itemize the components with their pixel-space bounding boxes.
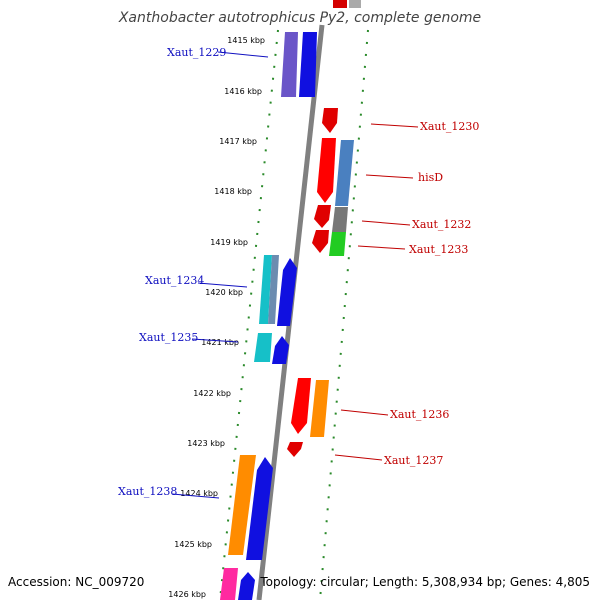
gene-xaut-1234[interactable] bbox=[259, 255, 297, 326]
gene-bottom-partial[interactable] bbox=[220, 568, 255, 600]
gene-xaut-1233[interactable] bbox=[312, 230, 346, 256]
ruler-tick-label: 1421 kbp bbox=[201, 338, 239, 347]
ruler-tick-label: 1418 kbp bbox=[214, 187, 252, 196]
gene-label[interactable]: hisD bbox=[418, 171, 443, 184]
accession-text: Accession: NC_009720 bbox=[8, 575, 145, 589]
gene-xaut-1238[interactable] bbox=[228, 455, 273, 560]
map-title: Xanthobacter autotrophicus Py2, complete… bbox=[118, 10, 482, 26]
gene-label[interactable]: Xaut_1234 bbox=[145, 274, 204, 287]
partial-gene-top bbox=[333, 0, 347, 8]
gene-xaut-1235[interactable] bbox=[254, 333, 289, 364]
partial-gene-top-gray bbox=[349, 0, 361, 8]
ruler-tick-label: 1422 kbp bbox=[193, 389, 231, 398]
gene-label[interactable]: Xaut_1229 bbox=[167, 46, 226, 59]
gene-label[interactable]: Xaut_1233 bbox=[409, 243, 468, 256]
ruler-tick-label: 1424 kbp bbox=[180, 489, 218, 498]
gene-label[interactable]: Xaut_1232 bbox=[412, 218, 471, 231]
gene-label[interactable]: Xaut_1235 bbox=[139, 331, 198, 344]
gene-label[interactable]: Xaut_1237 bbox=[384, 454, 443, 467]
ruler-tick-label: 1420 kbp bbox=[205, 288, 243, 297]
ruler-tick-label: 1423 kbp bbox=[187, 439, 225, 448]
gene-label[interactable]: Xaut_1236 bbox=[390, 408, 449, 421]
gene-xaut-1237[interactable] bbox=[287, 442, 303, 457]
ruler-tick-label: 1417 kbp bbox=[219, 137, 257, 146]
ruler-tick-label: 1425 kbp bbox=[174, 540, 212, 549]
gene-xaut-1229[interactable] bbox=[281, 32, 317, 97]
gene-label[interactable]: Xaut_1238 bbox=[118, 485, 177, 498]
ruler-tick-label: 1416 kbp bbox=[224, 87, 262, 96]
gene-xaut-1236[interactable] bbox=[291, 378, 329, 437]
ruler-tick-label: 1415 kbp bbox=[227, 36, 265, 45]
gene-label[interactable]: Xaut_1230 bbox=[420, 120, 479, 133]
ruler-tick-label: 1419 kbp bbox=[210, 238, 248, 247]
gene-xaut-1232[interactable] bbox=[314, 205, 348, 232]
gene-hisd[interactable] bbox=[317, 138, 354, 206]
ruler-tick-label: 1426 kbp bbox=[168, 590, 206, 599]
genome-summary-text: Topology: circular; Length: 5,308,934 bp… bbox=[260, 575, 590, 589]
gene-xaut-1230[interactable] bbox=[322, 108, 338, 133]
